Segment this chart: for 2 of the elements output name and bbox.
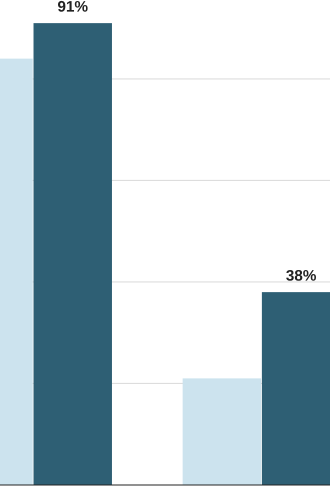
- data-label: 91%: [58, 0, 88, 12]
- data-label: 38%: [286, 270, 316, 281]
